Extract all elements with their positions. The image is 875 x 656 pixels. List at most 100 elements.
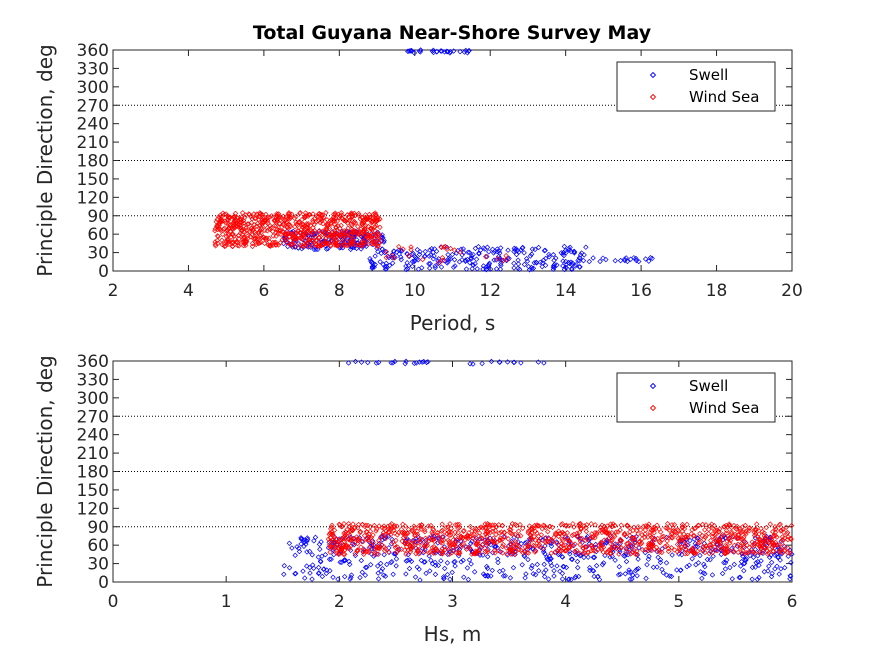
data-point: [772, 539, 779, 546]
data-point: [711, 522, 717, 529]
data-point: [405, 551, 411, 558]
data-point: [695, 560, 702, 566]
data-point: [241, 240, 248, 247]
data-point: [370, 232, 376, 239]
data-point: [539, 526, 546, 532]
data-point: [443, 524, 449, 531]
data-point: [551, 573, 557, 579]
data-point: [787, 576, 793, 582]
data-point: [571, 548, 578, 555]
data-point: [486, 249, 492, 255]
data-point: [296, 545, 302, 552]
data-point: [780, 543, 787, 549]
data-point: [663, 572, 670, 578]
data-point: [371, 549, 378, 556]
data-point: [381, 551, 387, 558]
data-point: [642, 534, 648, 540]
data-point: [670, 525, 676, 532]
data-point: [358, 359, 365, 365]
data-point: [721, 559, 727, 566]
data-point: [330, 544, 336, 551]
data-point: [702, 527, 708, 533]
data-point: [531, 525, 537, 531]
data-point: [417, 537, 423, 543]
data-point: [417, 577, 423, 583]
data-point: [577, 521, 583, 527]
x-tick-label: 0: [108, 592, 119, 612]
data-point: [374, 544, 381, 551]
data-point: [457, 543, 463, 549]
data-point: [714, 541, 720, 548]
data-point: [438, 264, 445, 270]
data-point: [275, 242, 282, 248]
data-point: [366, 545, 372, 551]
data-point: [447, 540, 453, 546]
data-point: [770, 529, 776, 535]
data-point: [758, 545, 764, 551]
data-point: [475, 243, 482, 250]
data-point: [702, 549, 708, 556]
data-point: [712, 536, 719, 542]
series-wind-sea: [212, 210, 510, 266]
data-point: [634, 548, 640, 554]
data-point: [491, 544, 498, 550]
data-point: [365, 233, 371, 239]
data-point: [530, 265, 537, 271]
data-point: [587, 564, 593, 571]
data-point: [391, 248, 397, 254]
data-point: [219, 241, 225, 248]
data-point: [474, 266, 480, 272]
data-point: [456, 549, 462, 555]
data-point: [447, 50, 453, 56]
data-point: [657, 539, 663, 546]
data-point: [458, 246, 464, 253]
data-point: [315, 570, 322, 577]
data-point: [770, 533, 776, 539]
data-point: [273, 223, 279, 229]
data-point: [403, 358, 409, 365]
data-point: [349, 217, 355, 224]
data-point: [374, 526, 380, 532]
data-point: [495, 559, 501, 566]
data-point: [398, 546, 405, 552]
data-point: [323, 210, 329, 216]
data-point: [693, 561, 699, 568]
data-point: [444, 48, 450, 55]
data-point: [769, 544, 775, 550]
data-point: [447, 576, 453, 582]
data-point: [229, 239, 235, 246]
data-point: [731, 549, 737, 555]
y-tick-label: 60: [87, 536, 109, 556]
data-point: [334, 541, 340, 547]
data-point: [427, 568, 433, 574]
legend-label: Swell: [689, 377, 728, 395]
data-point: [659, 566, 665, 573]
data-point: [347, 561, 353, 568]
data-point: [437, 535, 443, 541]
data-point: [355, 242, 361, 248]
data-point: [388, 360, 394, 366]
data-point: [701, 536, 707, 543]
data-point: [329, 232, 335, 239]
y-tick-label: 0: [98, 262, 109, 282]
data-point: [691, 550, 697, 556]
data-point: [286, 230, 292, 237]
data-point: [372, 223, 378, 230]
data-point: [414, 564, 421, 570]
data-point: [740, 548, 746, 555]
data-point: [484, 547, 490, 554]
data-point: [714, 547, 720, 554]
data-point: [694, 548, 701, 555]
data-point: [376, 523, 382, 529]
data-point: [489, 567, 496, 574]
data-point: [349, 226, 355, 232]
data-point: [484, 244, 491, 250]
data-point: [600, 255, 606, 261]
data-point: [418, 524, 424, 530]
data-point: [539, 263, 545, 270]
data-point: [505, 536, 511, 542]
data-point: [404, 544, 410, 550]
data-point: [231, 233, 237, 239]
data-point: [249, 240, 256, 247]
data-point: [455, 529, 461, 536]
